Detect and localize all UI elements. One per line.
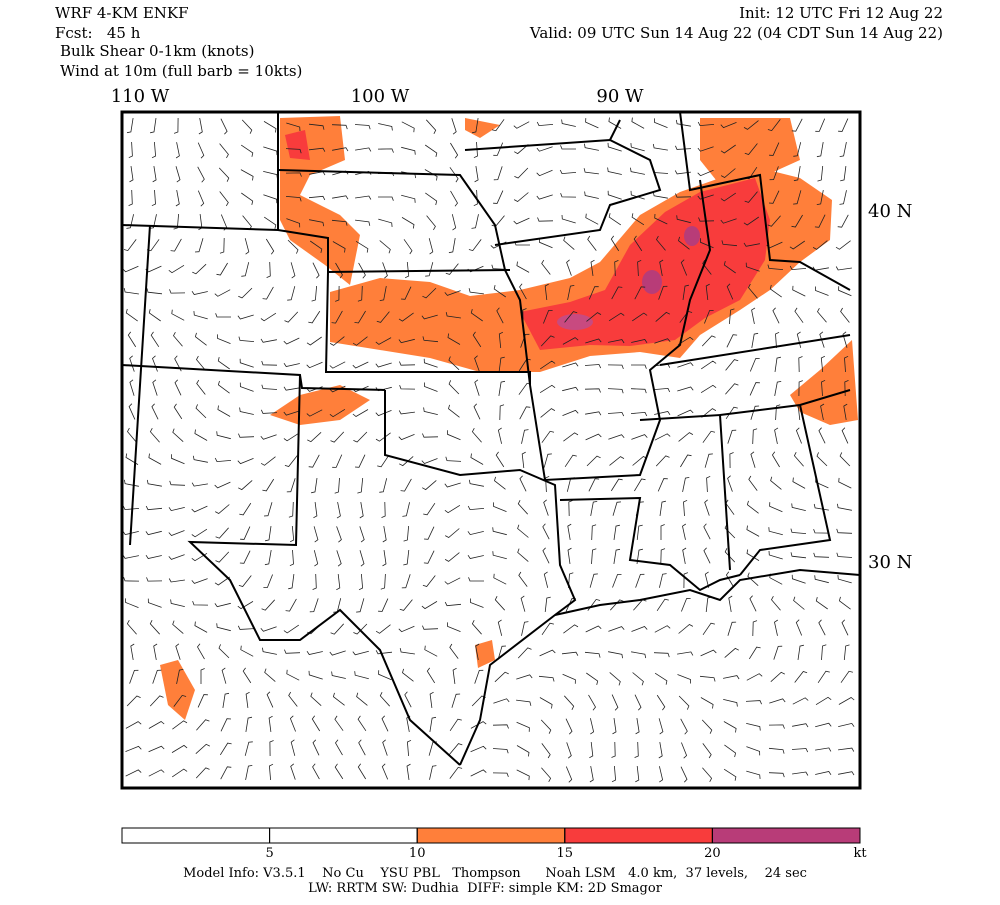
colorbar-tick-label: 15 <box>557 846 574 861</box>
lat-label: 40 N <box>868 201 912 222</box>
lon-label: 100 W <box>351 86 410 107</box>
colorbar-segment <box>269 827 418 844</box>
colorbar-segment <box>416 827 566 844</box>
forecast-hour: Fcst: 45 h <box>55 24 141 42</box>
wind-note: Wind at 10m (full barb = 10kts) <box>60 62 302 80</box>
colorbar-segment <box>564 827 713 844</box>
wind-barbs <box>122 117 855 783</box>
colorbar: 5 10 15 20 kt <box>121 827 867 861</box>
model-title: WRF 4-KM ENKF <box>55 4 189 22</box>
colorbar-segment <box>121 827 271 844</box>
barb-field <box>122 117 855 783</box>
state-borders <box>122 112 860 766</box>
colorbar-tick-label: 20 <box>704 846 721 861</box>
init-time: Init: 12 UTC Fri 12 Aug 22 <box>739 4 943 22</box>
map-frame <box>120 110 862 790</box>
colorbar-tick-label: 5 <box>265 846 273 861</box>
colorbar-segment <box>711 827 861 844</box>
lon-label: 90 W <box>596 86 644 107</box>
colorbar-tick-label: 10 <box>409 846 426 861</box>
footer-physics: LW: RRTM SW: Dudhia DIFF: simple KM: 2D … <box>308 881 663 896</box>
lat-label: 30 N <box>868 552 912 573</box>
map-area <box>120 110 862 790</box>
field-name: Bulk Shear 0-1km (knots) <box>60 42 254 60</box>
lon-label: 110 W <box>111 86 170 107</box>
valid-time: Valid: 09 UTC Sun 14 Aug 22 (04 CDT Sun … <box>529 24 943 42</box>
colorbar-unit: kt <box>853 846 867 861</box>
footer-model-info: Model Info: V3.5.1 No Cu YSU PBL Thompso… <box>183 866 807 881</box>
